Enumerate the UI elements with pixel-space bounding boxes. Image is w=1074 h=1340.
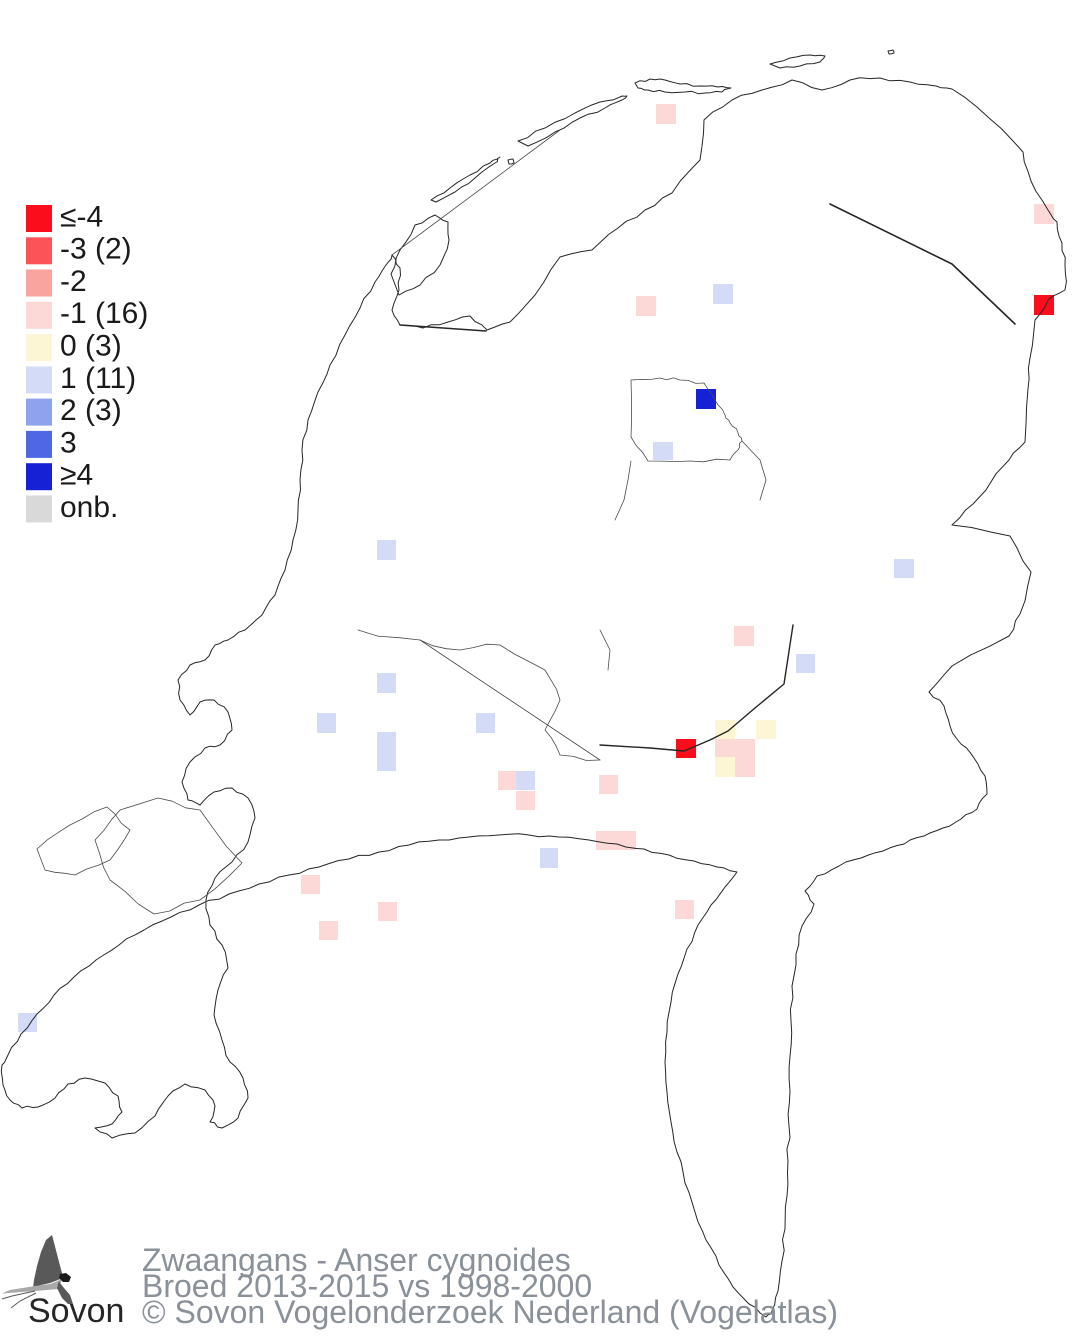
svg-text:-1 (16): -1 (16) [60,297,148,330]
svg-text:onb.: onb. [60,491,118,524]
svg-text:Sovon: Sovon [28,1292,124,1330]
svg-text:3: 3 [60,426,77,459]
svg-text:© Sovon Vogelonderzoek Nederla: © Sovon Vogelonderzoek Nederland (Vogela… [142,1294,838,1330]
svg-text:1 (11): 1 (11) [60,362,136,395]
svg-text:-2: -2 [60,265,87,298]
svg-text:2 (3): 2 (3) [60,394,122,427]
svg-text:-3 (2): -3 (2) [60,233,132,266]
svg-text:≥4: ≥4 [60,459,93,492]
svg-text:≤-4: ≤-4 [60,200,103,233]
svg-text:0 (3): 0 (3) [60,330,122,363]
